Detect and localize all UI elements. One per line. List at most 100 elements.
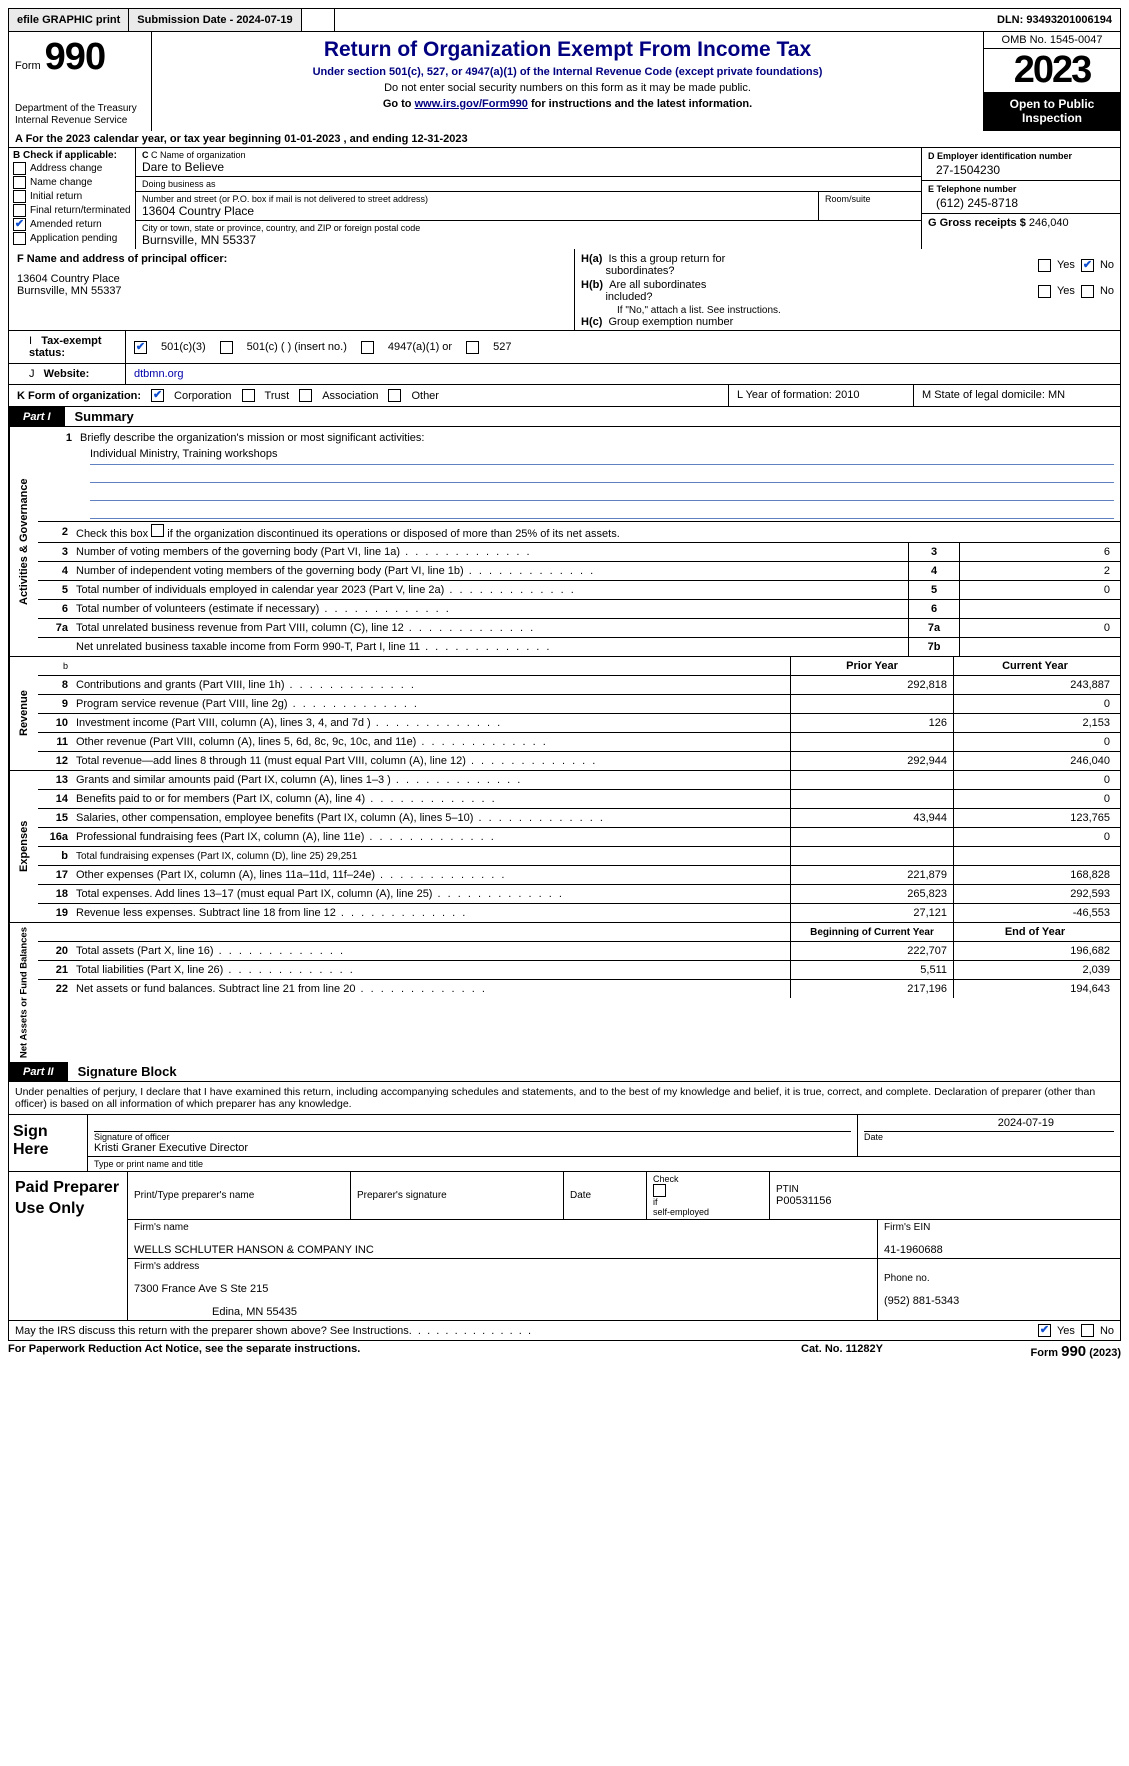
col-b-checkboxes: B Check if applicable: Address change Na… (9, 148, 136, 249)
exp-16a-prior (790, 828, 953, 846)
rev-10-curr: 2,153 (953, 714, 1116, 732)
cat-net-assets: Net Assets or Fund Balances (9, 923, 38, 1062)
checkbox-name-change[interactable] (13, 176, 26, 189)
end-year-header: End of Year (953, 923, 1116, 941)
cat-activities-governance: Activities & Governance (9, 427, 38, 656)
summary-line-5: Total number of individuals employed in … (72, 582, 908, 598)
firm-name: WELLS SCHLUTER HANSON & COMPANY INC (134, 1244, 871, 1256)
exp-15-prior: 43,944 (790, 809, 953, 827)
current-year-header: Current Year (953, 657, 1116, 675)
line-num-7a: 7a (908, 619, 960, 637)
form-id-block: Form 990 Department of the TreasuryInter… (9, 32, 152, 131)
ha-no[interactable] (1081, 259, 1094, 272)
hb-no[interactable] (1081, 285, 1094, 298)
prep-sig-label: Preparer's signature (357, 1190, 557, 1201)
department-label: Department of the TreasuryInternal Reven… (15, 103, 145, 127)
rev-line-12: Total revenue—add lines 8 through 11 (mu… (72, 753, 790, 769)
col-c-org-info: C C Name of organization Dare to Believe… (136, 148, 921, 249)
cat-expenses: Expenses (9, 771, 38, 922)
ha-yes[interactable] (1038, 259, 1051, 272)
other-checkbox[interactable] (388, 389, 401, 402)
exp-line-19: Revenue less expenses. Subtract line 18 … (72, 905, 790, 921)
sign-here-label: Sign Here (9, 1115, 88, 1171)
self-employed-checkbox[interactable] (653, 1184, 666, 1197)
line2-checkbox[interactable] (151, 524, 164, 537)
form-title: Return of Organization Exempt From Incom… (160, 38, 975, 62)
phone: (612) 245-8718 (928, 196, 1114, 210)
501c3-checkbox[interactable] (134, 341, 147, 354)
checkbox-amended-return[interactable] (13, 218, 26, 231)
checkbox-address-change[interactable] (13, 162, 26, 175)
checkbox-final-return[interactable] (13, 204, 26, 217)
line-num-3: 3 (908, 543, 960, 561)
penalties-text: Under penalties of perjury, I declare th… (8, 1082, 1121, 1115)
part2-header: Part II Signature Block (8, 1062, 1121, 1082)
exp-18-prior: 265,823 (790, 885, 953, 903)
trust-checkbox[interactable] (242, 389, 255, 402)
state-domicile: M State of legal domicile: MN (913, 385, 1120, 406)
prep-name-label: Print/Type preparer's name (134, 1190, 344, 1201)
line-num-4: 4 (908, 562, 960, 580)
hb-yes[interactable] (1038, 285, 1051, 298)
4947-checkbox[interactable] (361, 341, 374, 354)
form-word: Form (15, 60, 41, 72)
part1-tab: Part I (9, 407, 65, 426)
rev-line-8: Contributions and grants (Part VIII, lin… (72, 677, 790, 693)
addr-label: Number and street (or P.O. box if mail i… (142, 194, 812, 204)
officer-addr1: 13604 Country Place (17, 273, 566, 285)
checkbox-initial-return[interactable] (13, 190, 26, 203)
officer-addr2: Burnsville, MN 55337 (17, 285, 566, 297)
exp-line-15: Salaries, other compensation, employee b… (72, 810, 790, 826)
col-b-label: B Check if applicable: (13, 150, 131, 161)
501c-checkbox[interactable] (220, 341, 233, 354)
rev-line-11: Other revenue (Part VIII, column (A), li… (72, 734, 790, 750)
room-label: Room/suite (825, 194, 915, 204)
part2-title: Signature Block (68, 1062, 187, 1081)
paperwork-notice: For Paperwork Reduction Act Notice, see … (8, 1343, 801, 1360)
website-value: dtbmn.org (126, 364, 1120, 384)
exp-13-curr: 0 (953, 771, 1116, 789)
irs-link[interactable]: www.irs.gov/Form990 (415, 98, 528, 110)
rev-11-curr: 0 (953, 733, 1116, 751)
exp-14-curr: 0 (953, 790, 1116, 808)
website-row: J Website: dtbmn.org (9, 363, 1120, 384)
na-22-prior: 217,196 (790, 980, 953, 998)
exp-b-curr (953, 847, 1116, 865)
tax-year: 2023 (984, 49, 1120, 93)
discuss-yes[interactable] (1038, 1324, 1051, 1337)
sig-officer-label: Signature of officer (94, 1132, 851, 1142)
rev-9-prior (790, 695, 953, 713)
exp-13-prior (790, 771, 953, 789)
checkbox-app-pending[interactable] (13, 232, 26, 245)
exp-18-curr: 292,593 (953, 885, 1116, 903)
rev-8-curr: 243,887 (953, 676, 1116, 694)
form-number: 990 (45, 36, 105, 79)
discuss-no[interactable] (1081, 1324, 1094, 1337)
org-name-label: C C Name of organization (142, 150, 915, 160)
exp-17-prior: 221,879 (790, 866, 953, 884)
rev-12-prior: 292,944 (790, 752, 953, 770)
footer: For Paperwork Reduction Act Notice, see … (8, 1341, 1121, 1362)
na-20-prior: 222,707 (790, 942, 953, 960)
assoc-checkbox[interactable] (299, 389, 312, 402)
part1-title: Summary (65, 407, 144, 426)
exp-line-b: Total fundraising expenses (Part IX, col… (72, 849, 790, 864)
exp-line-17: Other expenses (Part IX, column (A), lin… (72, 867, 790, 883)
open-public-badge: Open to Public Inspection (984, 93, 1120, 131)
rev-line-10: Investment income (Part VIII, column (A)… (72, 715, 790, 731)
mission-text: Individual Ministry, Training workshops (90, 447, 1114, 465)
exp-17-curr: 168,828 (953, 866, 1116, 884)
na-line-22: Net assets or fund balances. Subtract li… (72, 981, 790, 997)
firm-phone: (952) 881-5343 (884, 1295, 1114, 1307)
line-val-7a: 0 (960, 619, 1116, 637)
ein-label: D Employer identification number (928, 151, 1114, 161)
firm-addr1: 7300 France Ave S Ste 215 (134, 1283, 871, 1295)
firm-ein: 41-1960688 (884, 1244, 1114, 1256)
entity-block: B Check if applicable: Address change Na… (8, 148, 1121, 249)
527-checkbox[interactable] (466, 341, 479, 354)
cat-revenue: Revenue (9, 657, 38, 770)
city-state-zip: Burnsville, MN 55337 (142, 233, 915, 247)
ptin-label: PTIN (776, 1184, 1114, 1195)
summary-grid: Activities & Governance 1Briefly describ… (8, 427, 1121, 1062)
corp-checkbox[interactable] (151, 389, 164, 402)
